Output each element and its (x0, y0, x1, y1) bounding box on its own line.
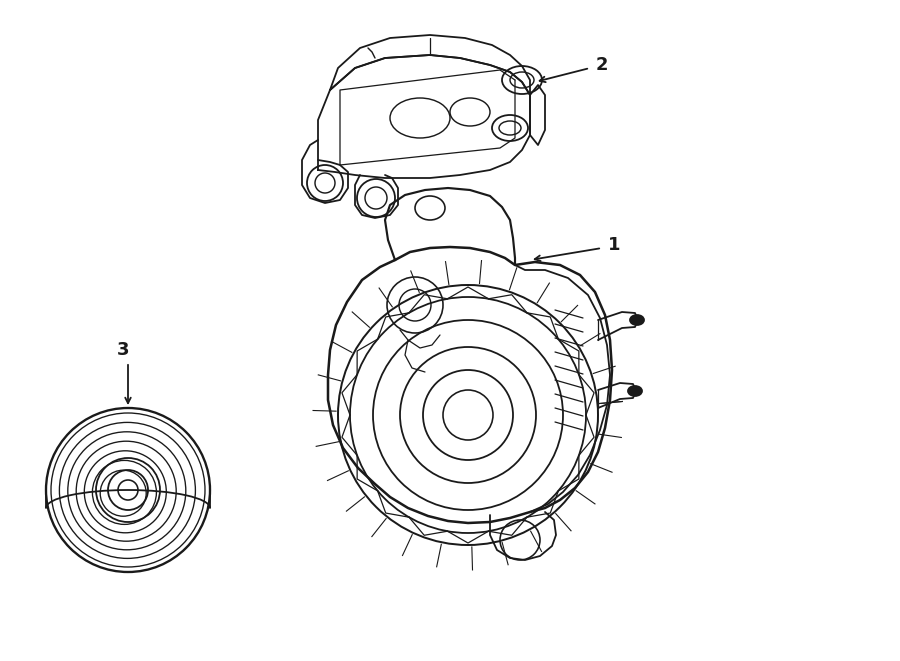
Text: 1: 1 (608, 236, 620, 254)
Ellipse shape (630, 315, 644, 325)
Text: 3: 3 (117, 341, 130, 359)
Text: 2: 2 (596, 56, 608, 74)
Ellipse shape (628, 386, 642, 396)
